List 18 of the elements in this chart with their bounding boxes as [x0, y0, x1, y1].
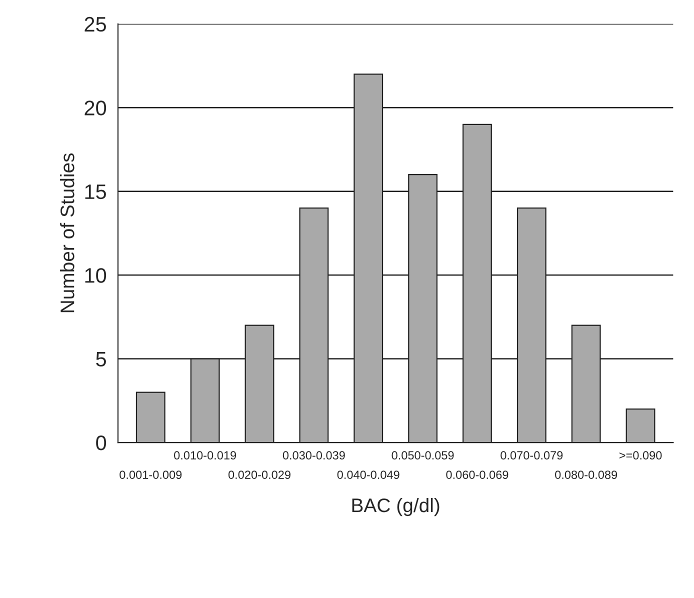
x-tick-label: 0.060-0.069: [446, 470, 508, 479]
x-tick-label: 0.020-0.029: [228, 470, 290, 479]
x-tick-label: 0.050-0.059: [392, 451, 454, 460]
y-axis-title: Number of Studies: [60, 153, 74, 312]
y-tick-label: 25: [84, 16, 106, 32]
x-tick-label: 0.010-0.019: [174, 451, 236, 460]
x-tick-label: >=0.090: [619, 451, 662, 460]
x-tick-label: 0.040-0.049: [337, 470, 400, 479]
x-tick-label: 0.030-0.039: [282, 451, 345, 460]
y-tick-label: 15: [85, 184, 106, 200]
x-axis-title: BAC (g/dl): [352, 498, 440, 516]
y-tick-label: 20: [84, 100, 106, 116]
x-tick-label: 0.080-0.089: [555, 470, 618, 479]
y-tick-label: 5: [96, 352, 106, 367]
y-tick-label: 0: [96, 436, 106, 450]
y-tick-label: 10: [85, 268, 106, 283]
x-tick-label: 0.001-0.009: [120, 470, 182, 479]
x-tick-label: 0.070-0.079: [500, 451, 563, 460]
